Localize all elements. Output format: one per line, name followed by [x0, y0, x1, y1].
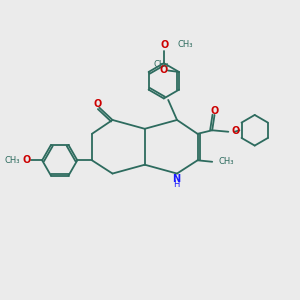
- Text: N: N: [172, 174, 181, 184]
- Text: H: H: [173, 180, 180, 189]
- Text: CH₃: CH₃: [154, 59, 169, 68]
- Text: O: O: [22, 155, 30, 165]
- Text: O: O: [93, 99, 101, 109]
- Text: O: O: [159, 65, 167, 75]
- Text: O: O: [231, 126, 239, 136]
- Text: CH₃: CH₃: [177, 40, 193, 50]
- Text: O: O: [211, 106, 219, 116]
- Text: CH₃: CH₃: [4, 156, 20, 165]
- Text: O: O: [160, 40, 169, 50]
- Text: CH₃: CH₃: [219, 157, 234, 166]
